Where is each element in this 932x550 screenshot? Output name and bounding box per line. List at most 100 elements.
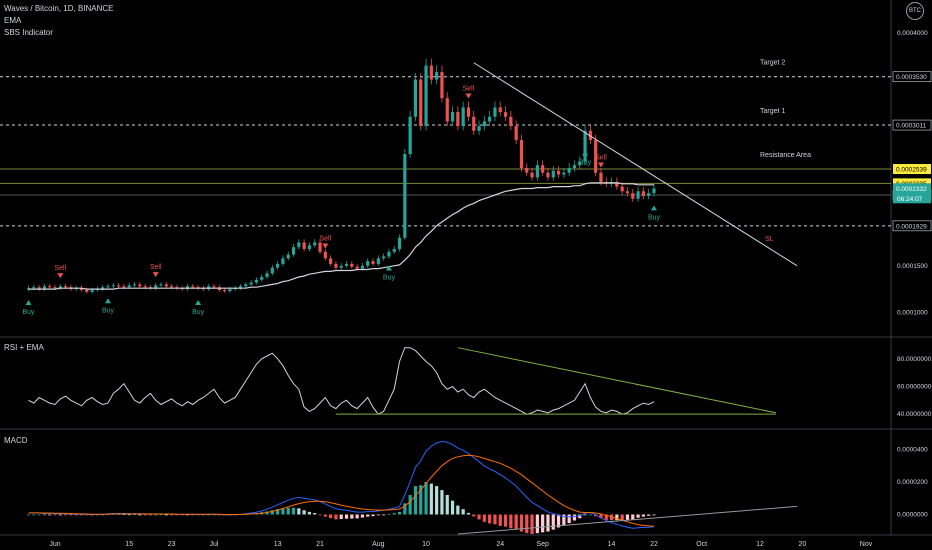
candle-body (101, 287, 105, 290)
indicator-sbs-label[interactable]: SBS Indicator (4, 28, 53, 37)
macd-histogram-bar (339, 514, 343, 520)
ema-line (28, 182, 654, 290)
sell-signal-arrow (465, 93, 472, 99)
candle-body (615, 181, 619, 187)
candle-body (620, 186, 624, 192)
candle-body (594, 140, 598, 173)
macd-histogram-bar (382, 514, 386, 516)
macd-histogram-bar (466, 512, 471, 515)
candle-body (286, 254, 290, 259)
level-price-tag (892, 220, 932, 232)
chart-title: Waves / Bitcoin, 1D, BINANCE (4, 4, 114, 13)
candle-body (413, 79, 418, 117)
time-axis-tick: 20 (798, 541, 806, 548)
macd-histogram-bar (403, 503, 407, 515)
time-axis-tick: Oct (696, 541, 707, 548)
sell-signal-label: Sell (150, 264, 162, 271)
currency-badge[interactable]: BTC (906, 2, 924, 20)
buy-signal-arrow (25, 300, 32, 306)
rsi-axis-tick: 80.0000000 (897, 356, 932, 363)
level-price-tag (892, 119, 932, 131)
candle-body (223, 290, 227, 292)
macd-histogram-bar (48, 514, 52, 516)
candle-body (625, 191, 630, 194)
candle-body (132, 284, 137, 286)
macd-histogram-bar (360, 514, 365, 518)
candle-body (339, 265, 343, 268)
candle-body (334, 263, 338, 268)
candle-body (477, 126, 481, 131)
candle-body (541, 165, 545, 173)
macd-histogram-bar (281, 508, 285, 515)
macd-histogram-bar (291, 507, 296, 515)
macd-histogram-bar (58, 514, 62, 516)
macd-histogram-bar (519, 514, 524, 532)
macd-histogram-bar (175, 514, 179, 516)
buy-signal-arrow (195, 300, 202, 306)
macd-histogram-bar (625, 514, 630, 520)
macd-histogram-bar (74, 514, 78, 516)
time-axis-tick: Aug (372, 541, 385, 548)
macd-histogram-bar (329, 514, 333, 519)
candle-body (42, 286, 46, 290)
sell-signal-arrow (152, 272, 159, 278)
candle-body (260, 276, 264, 280)
candle-body (403, 154, 407, 238)
macd-histogram-bar (117, 514, 121, 515)
candle-body (164, 284, 168, 287)
candle-body (509, 116, 513, 127)
buy-signal-arrow (650, 205, 657, 211)
candle-body (435, 72, 439, 80)
macd-histogram-bar (509, 514, 513, 529)
time-axis-tick: 14 (608, 541, 616, 548)
candle-body (111, 285, 115, 287)
buy-signal-arrow (385, 265, 392, 271)
macd-histogram-bar (419, 485, 423, 515)
macd-histogram-bar (392, 513, 396, 515)
macd-histogram-bar (546, 514, 550, 532)
candle-body (466, 107, 471, 117)
rsi-pane-label: RSI + EMA (4, 343, 44, 352)
candle-body (387, 251, 391, 257)
candle-body (472, 116, 476, 131)
macd-histogram-bar (276, 509, 280, 515)
candle-body (318, 242, 322, 252)
candle-body (631, 193, 635, 199)
time-axis-tick: 15 (125, 541, 133, 548)
macd-histogram-bar (556, 514, 561, 528)
macd-histogram-bar (429, 483, 433, 515)
macd-histogram-bar (631, 514, 635, 520)
level-price-tag (892, 71, 932, 83)
macd-signal-line (28, 454, 655, 527)
macd-histogram-bar (567, 514, 571, 524)
macd-histogram-bar (376, 514, 380, 516)
resistance-trendline (473, 62, 798, 267)
current-price-countdown: 06:24:07 (897, 196, 923, 203)
macd-histogram-bar (413, 486, 418, 515)
candle-body (647, 193, 651, 196)
candle-body (106, 286, 110, 288)
candle-body (329, 258, 333, 264)
indicator-ema-label[interactable]: EMA (4, 16, 22, 25)
candle-body (291, 247, 296, 255)
macd-histogram-bar (191, 514, 195, 516)
macd-histogram-bar (138, 514, 142, 516)
macd-histogram-bar (424, 482, 428, 515)
macd-histogram-bar (297, 508, 301, 515)
rsi-axis-tick: 40.0000000 (897, 411, 932, 418)
candle-body (461, 107, 465, 127)
macd-histogram-bar (562, 514, 566, 526)
macd-histogram-bar (503, 514, 508, 527)
price-axis-tick: 0.0001000 (897, 309, 928, 316)
macd-histogram-bar (53, 514, 57, 516)
macd-histogram-bar (525, 514, 529, 534)
candle-body (355, 266, 359, 269)
candle-body (567, 168, 571, 173)
macd-histogram-bar (159, 514, 163, 516)
time-axis-tick: Sep (536, 541, 549, 548)
candle-body (265, 273, 269, 277)
buy-signal-label: Buy (648, 214, 661, 221)
candle-body (578, 161, 582, 166)
candle-body (270, 267, 274, 274)
